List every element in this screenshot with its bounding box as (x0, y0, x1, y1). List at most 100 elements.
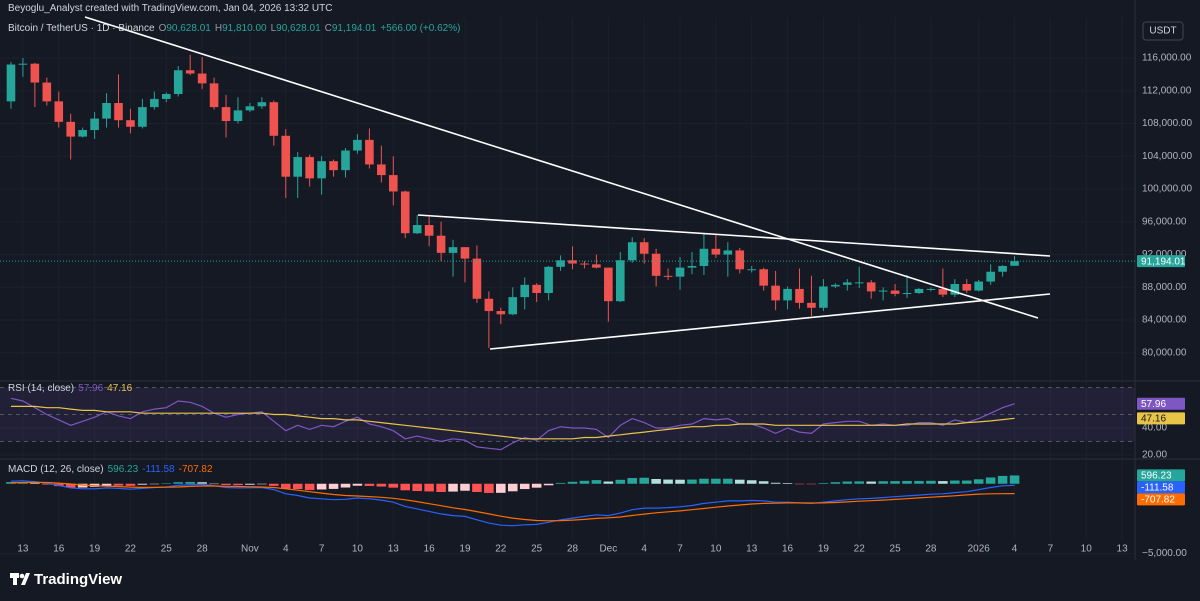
x-tick-label: 4 (641, 544, 647, 555)
candle-body (102, 103, 111, 119)
candle-body (771, 285, 780, 301)
histogram-bar (292, 483, 303, 490)
histogram-bar (364, 483, 375, 486)
histogram-bar (149, 483, 160, 485)
marks-layer (0, 54, 1135, 527)
x-tick-label: Nov (241, 544, 259, 555)
y-tick-label: 104,000.00 (1142, 151, 1192, 162)
histogram-bar (221, 483, 231, 486)
candle-body (520, 284, 530, 298)
histogram-bar (209, 483, 219, 485)
currency-box[interactable] (1142, 21, 1184, 41)
candle-body (42, 82, 52, 102)
histogram-bar (388, 483, 399, 488)
histogram-bar (197, 482, 207, 484)
histogram-bar (890, 481, 900, 484)
candle-body (388, 175, 398, 192)
candle-body (221, 107, 231, 122)
histogram-bar (555, 482, 566, 484)
candle-body (173, 70, 183, 95)
axis-value-box (1137, 469, 1185, 482)
histogram-bar (77, 483, 88, 488)
macd-legend: MACD (12, 26, close) 596.23 -111.58 -707.82 (8, 464, 217, 475)
legend-value: 90,628.01 (166, 23, 211, 34)
candle-body (161, 94, 171, 99)
histogram-bar (902, 480, 912, 484)
histogram-bar (961, 480, 972, 484)
brand: TradingView (34, 571, 122, 588)
candle-body (66, 121, 76, 137)
histogram-bar (591, 480, 602, 484)
candle-body (783, 288, 792, 301)
histogram-bar (615, 479, 626, 484)
axis-value-label: 91,194.01 (1141, 256, 1186, 267)
histogram-bar (460, 483, 470, 491)
indicator-title: RSI (14, close) (8, 383, 75, 394)
candle-body (508, 297, 518, 315)
x-tick-label: 28 (197, 544, 209, 555)
axis-value-label: 57.96 (1141, 399, 1166, 410)
x-tick-label: 22 (495, 544, 507, 555)
indicator-line (11, 405, 1015, 440)
x-tick-label: 25 (531, 544, 543, 555)
legend-value: 91,194.01 (331, 23, 377, 34)
candle-body (1010, 261, 1019, 266)
candle-body (293, 157, 303, 177)
histogram-bar (746, 480, 757, 484)
candle-body (341, 150, 350, 171)
candle-body (353, 139, 362, 151)
histogram-bar (30, 483, 40, 484)
legend-value: 47.16 (107, 383, 133, 394)
candle-body (831, 284, 840, 287)
candle-body (377, 164, 386, 176)
histogram-bar (376, 483, 387, 487)
candle-body (986, 271, 995, 282)
legend-value: -111.58 (142, 464, 175, 475)
candle-body (675, 267, 685, 277)
histogram-bar (651, 479, 661, 484)
candle-body (269, 102, 279, 136)
histogram-bar (340, 483, 351, 488)
axis-value-box (1137, 255, 1185, 268)
histogram-bar (269, 483, 279, 486)
trendlines (84, 16, 1051, 350)
histogram-bar (878, 481, 888, 484)
candle-body (245, 106, 255, 111)
candle-body (902, 293, 912, 295)
y-tick-label: 92,000.00 (1142, 249, 1187, 260)
histogram-bar (997, 475, 1008, 484)
histogram-bar (161, 483, 172, 484)
candle-body (436, 235, 446, 253)
candle-body (687, 265, 697, 268)
candle-body (819, 286, 828, 308)
candle-body (615, 260, 625, 302)
histogram-bar (950, 480, 960, 484)
x-tick-label: 4 (1012, 544, 1018, 555)
candle-body (974, 281, 984, 291)
legend-value: 90,628.01 (276, 23, 321, 34)
candle-body (723, 250, 733, 255)
candle-body (699, 248, 709, 266)
histogram-bar (973, 479, 984, 484)
histogram-bar (436, 483, 446, 492)
candle-body (233, 110, 243, 122)
histogram-bar (806, 483, 817, 485)
legend-key: H (214, 23, 223, 34)
histogram-bar (531, 483, 542, 488)
candle-body (90, 118, 99, 131)
histogram-bar (316, 483, 327, 490)
x-tick-label: 4 (283, 544, 289, 555)
histogram-bar (113, 483, 124, 486)
histogram-bar (914, 480, 924, 484)
brand-logo (10, 573, 30, 585)
candle-body (735, 250, 745, 270)
candle-body (400, 191, 410, 234)
x-tick-label: 16 (53, 544, 65, 555)
histogram-bar (723, 478, 733, 484)
histogram-bar (579, 480, 590, 484)
rsi-legend: RSI (14, close) 57.96 47.16 (8, 383, 136, 394)
trendline (84, 16, 1039, 319)
x-tick-label: 10 (710, 544, 722, 555)
x-tick-label: 13 (388, 544, 400, 555)
